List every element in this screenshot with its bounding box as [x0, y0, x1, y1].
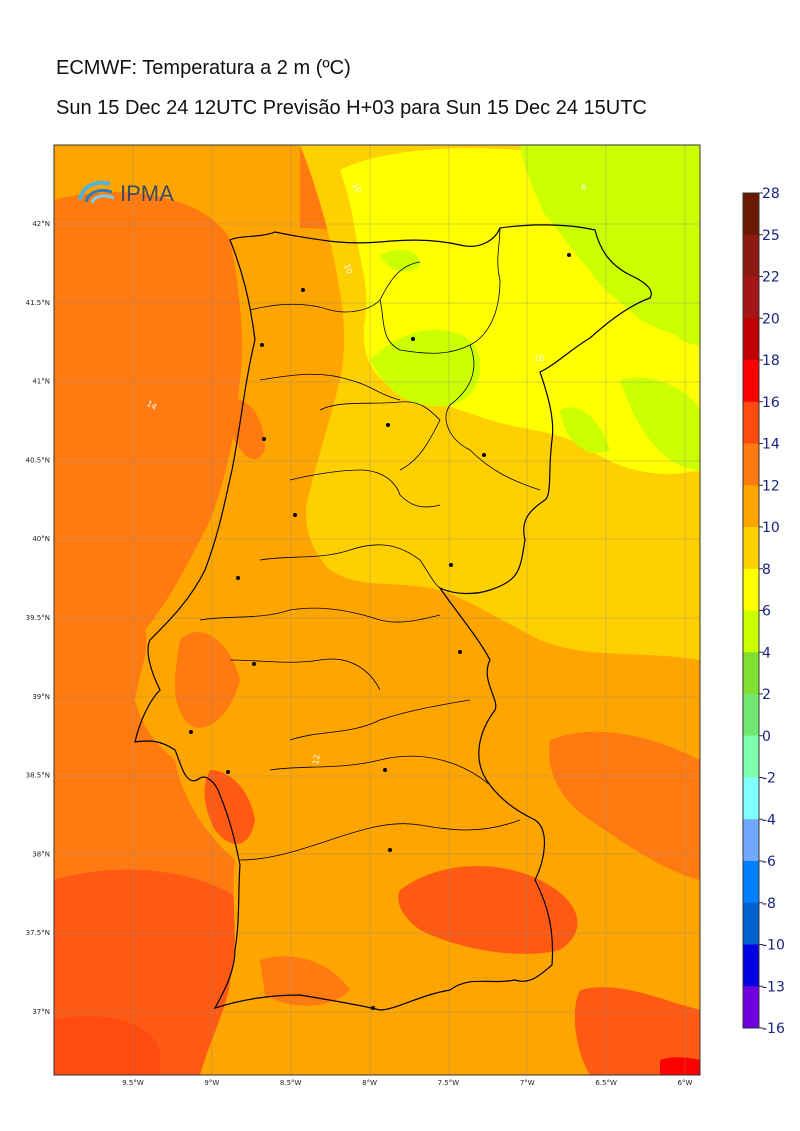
- lat-tick-label: 41°N: [32, 378, 50, 386]
- colorbar-label: 8: [762, 562, 771, 578]
- colorbar-label: -2: [762, 771, 776, 787]
- colorbar-label: 2: [762, 687, 771, 703]
- colorbar-label: 22: [762, 270, 780, 286]
- colorbar-label: 14: [762, 437, 780, 453]
- lat-tick-label: 38.5°N: [26, 772, 50, 780]
- lon-tick-label: 7.5°W: [438, 1079, 460, 1087]
- temperature-field: [54, 145, 700, 1075]
- lat-tick-label: 38°N: [32, 850, 50, 858]
- colorbar-swatch: [743, 861, 759, 904]
- colorbar-label: -8: [762, 896, 776, 912]
- map-subtitle: Sun 15 Dec 24 12UTC Previsão H+03 para S…: [56, 97, 647, 119]
- graticule: [54, 145, 700, 1075]
- land-coldest-area: [520, 145, 700, 335]
- colorbar-label: -10: [762, 938, 785, 954]
- lat-tick-label: 39.5°N: [26, 614, 50, 622]
- colorbar-label: 6: [762, 604, 771, 620]
- colorbar-label: -13: [762, 979, 785, 995]
- colorbar-swatch: [743, 485, 759, 528]
- contour-label: 6: [581, 183, 586, 192]
- colorbar-label: 12: [762, 478, 780, 494]
- lat-tick-label: 40°N: [32, 535, 50, 543]
- contour-label: 10: [350, 182, 363, 195]
- colorbar-label: -16: [762, 1021, 785, 1037]
- contour-label: 14: [145, 399, 158, 412]
- contour-label: 12: [311, 754, 322, 766]
- colorbar-swatch: [743, 401, 759, 444]
- colorbar-swatch: [743, 193, 759, 236]
- map-title: ECMWF: Temperatura a 2 m (ºC): [56, 57, 351, 79]
- colorbar-label: 4: [762, 645, 771, 661]
- colorbar-swatch: [743, 568, 759, 611]
- lon-tick-label: 6°W: [678, 1079, 693, 1087]
- colorbar-swatch: [743, 819, 759, 862]
- lon-tick-label: 8°W: [362, 1079, 377, 1087]
- colorbar-label: 25: [762, 228, 780, 244]
- lon-tick-label: 7°W: [520, 1079, 535, 1087]
- contour-labels: 10 6 10 10 14 12: [145, 182, 586, 766]
- colorbar-swatch: [743, 986, 759, 1029]
- contour-label: 10: [534, 354, 544, 363]
- colorbar-swatch: [743, 443, 759, 486]
- ipma-logo: IPMA: [78, 180, 174, 206]
- colorbar-swatch: [743, 902, 759, 945]
- map-frame: [53, 144, 701, 1076]
- lat-tick-label: 37°N: [32, 1008, 50, 1016]
- colorbar-swatch: [743, 276, 759, 319]
- district-borders: [199, 227, 541, 861]
- colorbar-swatch: [743, 694, 759, 737]
- lat-tick-label: 37.5°N: [26, 929, 50, 937]
- lon-tick-label: 6.5°W: [595, 1079, 617, 1087]
- city-markers: [189, 253, 571, 1010]
- colorbar-swatch: [743, 777, 759, 820]
- colorbar-label: 16: [762, 395, 780, 411]
- colorbar-swatch: [743, 735, 759, 778]
- lon-tick-label: 9.5°W: [122, 1079, 144, 1087]
- colorbar-label: -4: [762, 812, 776, 828]
- colorbar-swatch: [743, 318, 759, 361]
- latitude-axis: 42°N 41.5°N 41°N 40.5°N 40°N 39.5°N 39°N 38.5°N…: [26, 220, 50, 1016]
- lat-tick-label: 39°N: [32, 693, 50, 701]
- colorbar-label: -6: [762, 854, 776, 870]
- colorbar-swatch: [743, 652, 759, 695]
- colorbar-swatch: [743, 610, 759, 653]
- portugal-outline: [134, 224, 652, 1011]
- lat-tick-label: 40.5°N: [26, 456, 50, 464]
- lon-tick-label: 8.5°W: [280, 1079, 302, 1087]
- longitude-axis: 9.5°W 9°W 8.5°W 8°W 7.5°W 7°W 6.5°W 6°W: [122, 1079, 692, 1087]
- colorbar-swatch: [743, 234, 759, 277]
- contour-label: 10: [342, 263, 354, 276]
- colorbar-swatch: [743, 527, 759, 570]
- lon-tick-label: 9°W: [204, 1079, 219, 1087]
- logo-text: IPMA: [120, 181, 174, 206]
- lat-tick-label: 42°N: [32, 220, 50, 228]
- colorbar-label: 10: [762, 520, 780, 536]
- colorbar-swatch: [743, 360, 759, 403]
- colorbar-label: 0: [762, 729, 771, 745]
- lat-tick-label: 41.5°N: [26, 299, 50, 307]
- colorbar-label: 28: [762, 186, 780, 202]
- colorbar-swatch: [743, 944, 759, 987]
- colorbar-label: 20: [762, 311, 780, 327]
- colorbar-label: 18: [762, 353, 780, 369]
